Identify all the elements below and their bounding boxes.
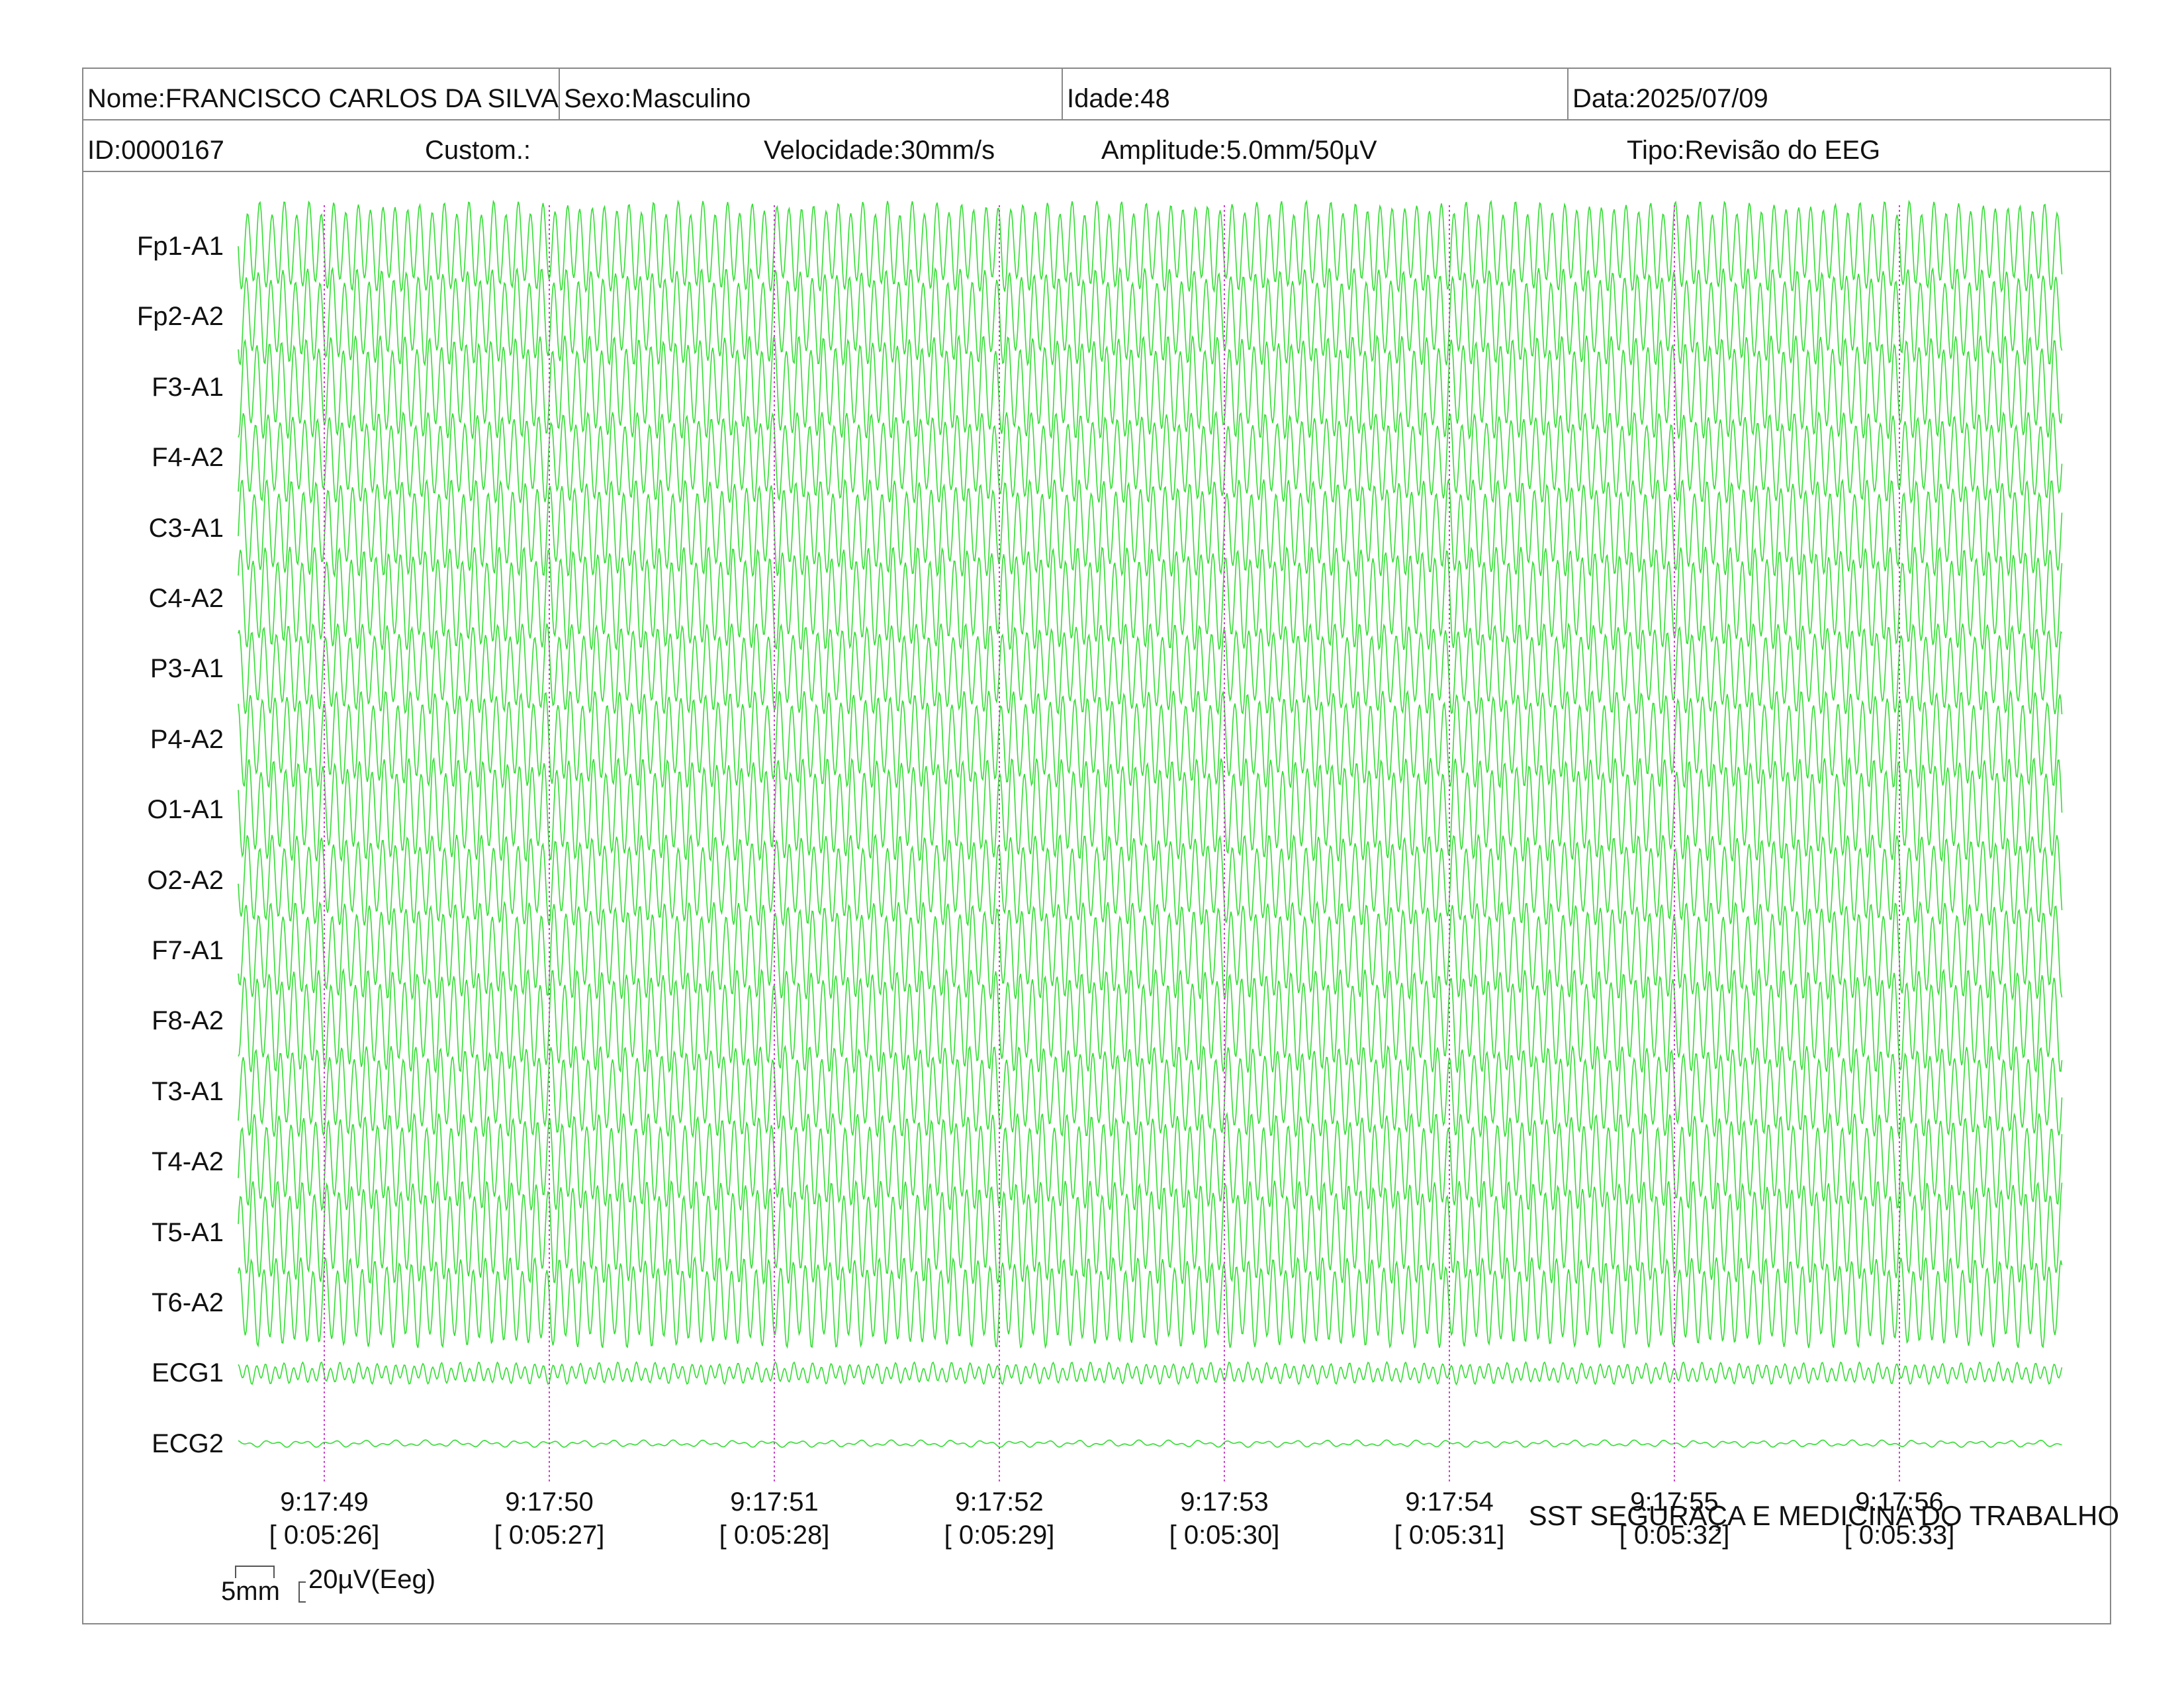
waveform-trace <box>238 266 2063 367</box>
waveform-trace <box>238 410 2063 504</box>
time-marker-elapsed: [ 0:05:32] <box>1619 1521 1730 1550</box>
time-marker-clock: 9:17:49 <box>280 1487 369 1517</box>
channel-label: F3-A1 <box>152 372 224 402</box>
channel-label: O2-A2 <box>147 865 224 895</box>
waveform-trace <box>238 1256 2063 1350</box>
channel-label: O1-A1 <box>147 795 224 825</box>
exam-date: Data:2025/07/09 <box>1572 84 1768 113</box>
time-marker-clock: 9:17:51 <box>730 1487 819 1517</box>
time-marker-elapsed: [ 0:05:31] <box>1394 1521 1505 1550</box>
waveform-trace <box>238 757 2063 863</box>
waveform-trace <box>238 689 2063 789</box>
time-marker-elapsed: [ 0:05:26] <box>269 1521 380 1550</box>
channel-label: C3-A1 <box>148 513 224 543</box>
review-type: Tipo:Revisão do EEG <box>1627 136 1881 165</box>
time-marker-elapsed: [ 0:05:28] <box>719 1521 830 1550</box>
waveform-trace <box>238 1180 2063 1286</box>
waveform-trace <box>238 1045 2063 1139</box>
patient-sex: Sexo:Masculino <box>560 69 1063 119</box>
time-marker-elapsed: [ 0:05:27] <box>494 1521 605 1550</box>
custom-field: Custom.: <box>425 136 531 165</box>
waveform-trace <box>238 968 2063 1074</box>
waveform-trace <box>238 334 2063 440</box>
waveform-trace <box>238 1439 2062 1448</box>
recording-amplitude: Amplitude:5.0mm/50µV <box>1101 136 1377 165</box>
waveform-trace <box>238 622 2063 716</box>
channel-label: ECG2 <box>152 1429 224 1458</box>
amplitude-scale-label: 20µV(Eeg) <box>308 1565 436 1594</box>
channel-label: T5-A1 <box>152 1217 224 1247</box>
time-marker-clock: 9:17:52 <box>955 1487 1044 1517</box>
channel-label: F8-A2 <box>152 1006 224 1036</box>
time-marker-elapsed: [ 0:05:29] <box>944 1521 1055 1550</box>
time-scale-label: 5mm <box>221 1577 280 1606</box>
channel-label: T6-A2 <box>152 1288 224 1317</box>
channel-label: T4-A2 <box>152 1147 224 1177</box>
header-row-settings: ID:0000167 Custom.: Velocidade:30mm/s Am… <box>83 120 2110 172</box>
time-marker-clock: 9:17:50 <box>505 1487 594 1517</box>
channel-label: Fp1-A1 <box>136 232 224 261</box>
channel-label: C4-A2 <box>148 584 224 613</box>
time-marker-elapsed: [ 0:05:30] <box>1169 1521 1280 1550</box>
waveform-trace <box>238 1111 2063 1212</box>
patient-id: ID:0000167 <box>87 136 224 165</box>
waveform-trace <box>238 1360 2063 1385</box>
time-marker-clock: 9:17:56 <box>1855 1487 1944 1517</box>
waveform-trace <box>238 900 2063 1001</box>
channel-label: Fp2-A2 <box>136 302 224 332</box>
channel-label: P4-A2 <box>150 724 224 754</box>
waveform-trace <box>238 833 2063 927</box>
channel-label: ECG1 <box>152 1358 224 1388</box>
time-marker-clock: 9:17:53 <box>1180 1487 1269 1517</box>
recording-speed: Velocidade:30mm/s <box>764 136 995 165</box>
waveform-trace <box>238 478 2063 578</box>
waveform-trace <box>238 199 2063 293</box>
footer-organization: SST SEGURAÇA E MEDICINA DO TRABALHO <box>1528 1500 2119 1531</box>
channel-label: F4-A2 <box>152 443 224 473</box>
channel-label: T3-A1 <box>152 1076 224 1106</box>
time-marker-elapsed: [ 0:05:33] <box>1844 1521 1955 1550</box>
patient-age: Idade:48 <box>1063 69 1569 119</box>
patient-name: Nome:FRANCISCO CARLOS DA SILVA <box>83 69 560 119</box>
channel-label: P3-A1 <box>150 654 224 684</box>
time-marker-clock: 9:17:55 <box>1630 1487 1719 1517</box>
channel-label: F7-A1 <box>152 936 224 965</box>
time-marker-clock: 9:17:54 <box>1405 1487 1494 1517</box>
header-row-patient: Nome:FRANCISCO CARLOS DA SILVA Sexo:Masc… <box>83 69 2110 120</box>
waveform-trace <box>238 546 2063 651</box>
eeg-report-sheet: Nome:FRANCISCO CARLOS DA SILVA Sexo:Masc… <box>82 68 2111 1624</box>
